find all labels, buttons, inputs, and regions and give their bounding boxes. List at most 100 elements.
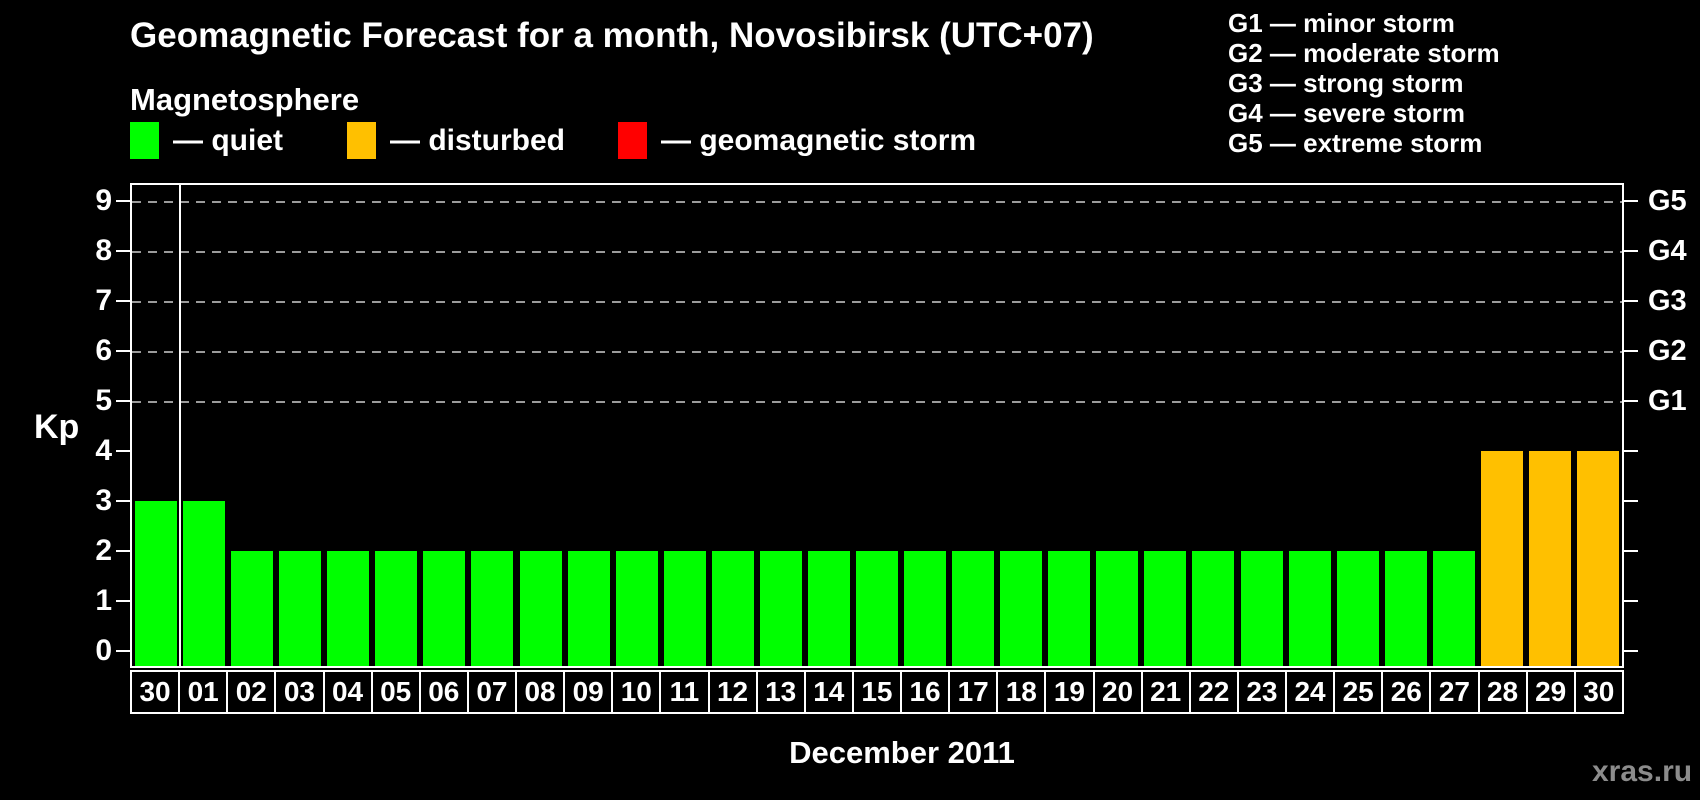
disturbed-swatch-icon xyxy=(347,122,376,159)
left-tick-kp1 xyxy=(116,600,130,602)
y-tick-label-1: 1 xyxy=(95,584,112,617)
day-cell-05: 05 xyxy=(372,672,419,712)
right-tick-kp0 xyxy=(1624,650,1638,652)
day-cell-27: 27 xyxy=(1431,672,1478,712)
day-cell-03: 03 xyxy=(276,672,323,712)
y-tick-label-2: 2 xyxy=(95,534,112,567)
legend-label-quiet: — quiet xyxy=(173,124,283,157)
kp-bar-day-27 xyxy=(1433,551,1475,666)
kp-bar-day-02 xyxy=(231,551,273,666)
day-cell-24: 24 xyxy=(1287,672,1334,712)
left-tick-kp9 xyxy=(116,200,130,202)
day-cell-20: 20 xyxy=(1094,672,1141,712)
right-tick-kp4 xyxy=(1624,450,1638,452)
kp-bar-day-30 xyxy=(135,501,177,666)
day-cell-08: 08 xyxy=(517,672,564,712)
watermark: xras.ru xyxy=(1592,755,1693,788)
storm-swatch-icon xyxy=(618,122,647,159)
storm-scale-line-g3: G3 — strong storm xyxy=(1228,68,1464,98)
y-tick-label-9: 9 xyxy=(95,184,112,217)
kp-bar-day-26 xyxy=(1385,551,1427,666)
kp-bar-day-07 xyxy=(471,551,513,666)
legend-label-disturbed: — disturbed xyxy=(390,124,566,157)
month-boundary-line xyxy=(179,185,181,666)
day-cell-06: 06 xyxy=(420,672,467,712)
y-tick-label-7: 7 xyxy=(95,284,112,317)
kp-bar-day-25 xyxy=(1337,551,1379,666)
chart-title: Geomagnetic Forecast for a month, Novosi… xyxy=(130,16,1094,55)
day-cell-16: 16 xyxy=(902,672,949,712)
right-tick-kp3 xyxy=(1624,500,1638,502)
y-tick-label-4: 4 xyxy=(95,434,112,467)
kp-bar-day-24 xyxy=(1289,551,1331,666)
right-axis-label-g1: G1 xyxy=(1648,385,1687,417)
gridline-kp9 xyxy=(132,201,1622,203)
day-cell-12: 12 xyxy=(709,672,756,712)
day-cell-19: 19 xyxy=(1046,672,1093,712)
day-cell-17: 17 xyxy=(950,672,997,712)
gridline-kp5 xyxy=(132,401,1622,403)
left-tick-kp4 xyxy=(116,450,130,452)
legend-item-quiet: — quiet xyxy=(130,122,283,159)
day-cell-14: 14 xyxy=(805,672,852,712)
kp-bar-day-30 xyxy=(1577,451,1619,666)
kp-bar-day-29 xyxy=(1529,451,1571,666)
right-axis-label-g2: G2 xyxy=(1648,335,1687,367)
left-tick-kp3 xyxy=(116,500,130,502)
day-cell-30: 30 xyxy=(1575,672,1622,712)
y-tick-label-0: 0 xyxy=(95,634,112,667)
y-tick-label-5: 5 xyxy=(95,384,112,417)
day-cell-29: 29 xyxy=(1527,672,1574,712)
left-tick-kp0 xyxy=(116,650,130,652)
day-cell-15: 15 xyxy=(853,672,900,712)
day-cell-09: 09 xyxy=(565,672,612,712)
y-tick-label-8: 8 xyxy=(95,234,112,267)
kp-bar-day-06 xyxy=(423,551,465,666)
right-axis-label-g3: G3 xyxy=(1648,285,1687,317)
kp-bar-day-28 xyxy=(1481,451,1523,666)
right-tick-kp8 xyxy=(1624,250,1638,252)
x-axis-label: December 2011 xyxy=(789,735,1015,770)
day-cell-10: 10 xyxy=(613,672,660,712)
legend-item-storm: — geomagnetic storm xyxy=(618,122,976,159)
right-tick-kp7 xyxy=(1624,300,1638,302)
kp-bar-day-05 xyxy=(375,551,417,666)
legend-label-storm: — geomagnetic storm xyxy=(661,124,977,157)
kp-bar-day-15 xyxy=(856,551,898,666)
gridline-kp6 xyxy=(132,351,1622,353)
right-axis-label-g4: G4 xyxy=(1648,235,1687,267)
right-tick-kp1 xyxy=(1624,600,1638,602)
day-cell-22: 22 xyxy=(1190,672,1237,712)
day-cell-13: 13 xyxy=(757,672,804,712)
kp-bar-day-14 xyxy=(808,551,850,666)
left-tick-kp8 xyxy=(116,250,130,252)
day-cell-02: 02 xyxy=(228,672,275,712)
kp-bar-day-23 xyxy=(1241,551,1283,666)
day-cell-18: 18 xyxy=(998,672,1045,712)
kp-bar-day-21 xyxy=(1144,551,1186,666)
day-cell-nov-30: 30 xyxy=(132,672,179,712)
day-cell-25: 25 xyxy=(1335,672,1382,712)
right-tick-kp2 xyxy=(1624,550,1638,552)
day-cell-28: 28 xyxy=(1479,672,1526,712)
right-tick-kp6 xyxy=(1624,350,1638,352)
y-tick-label-6: 6 xyxy=(95,334,112,367)
gridline-kp8 xyxy=(132,251,1622,253)
kp-bar-day-17 xyxy=(952,551,994,666)
kp-bar-day-22 xyxy=(1192,551,1234,666)
storm-scale-line-g5: G5 — extreme storm xyxy=(1228,128,1483,158)
right-tick-kp9 xyxy=(1624,200,1638,202)
kp-bar-day-13 xyxy=(760,551,802,666)
left-tick-kp5 xyxy=(116,400,130,402)
day-cell-07: 07 xyxy=(468,672,515,712)
kp-bar-day-16 xyxy=(904,551,946,666)
kp-bar-day-11 xyxy=(664,551,706,666)
day-cell-23: 23 xyxy=(1238,672,1285,712)
day-label-row: 30 01 02 03 04 05 06 07 08 09 10 11 12 13 14 15 16 17 18 19… xyxy=(130,670,1624,714)
kp-bar-day-03 xyxy=(279,551,321,666)
storm-scale-line-g2: G2 — moderate storm xyxy=(1228,38,1500,68)
plot-canvas xyxy=(132,185,1622,666)
left-tick-kp2 xyxy=(116,550,130,552)
kp-bar-day-08 xyxy=(520,551,562,666)
